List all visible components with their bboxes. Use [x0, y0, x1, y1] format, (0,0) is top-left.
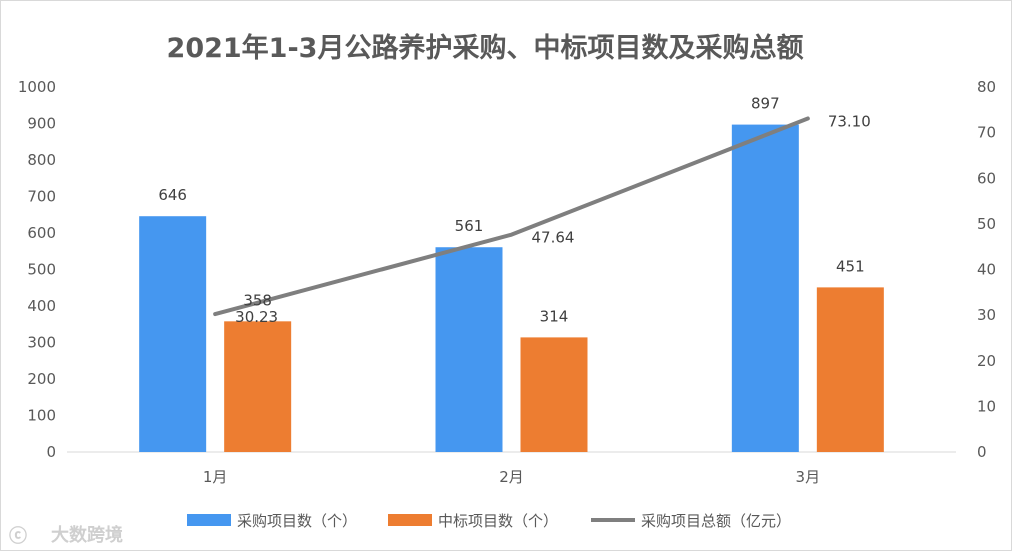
- line-total-amount: [213, 116, 810, 317]
- data-label: 451: [836, 257, 865, 275]
- legend-swatch-1: [187, 514, 231, 526]
- line-series: [213, 116, 810, 317]
- data-label: 897: [751, 95, 780, 113]
- watermark: ⓒ 大数跨境: [9, 524, 123, 547]
- y-left-tick-label: 800: [27, 151, 56, 169]
- y-left-tick-label: 100: [27, 407, 56, 425]
- y-right-tick-label: 40: [977, 261, 996, 279]
- bar-procurement-3: [731, 124, 799, 452]
- watermark-logo: ⓒ: [9, 525, 27, 547]
- data-label: 314: [540, 307, 569, 325]
- data-label: 30.23: [235, 308, 278, 326]
- y-right-tick-label: 80: [977, 78, 996, 96]
- data-label: 646: [158, 186, 187, 204]
- y-axis-right: 0 10 20 30 40 50 60 70 80: [977, 78, 996, 461]
- data-label: 358: [243, 291, 272, 309]
- x-tick-label: 2月: [499, 468, 524, 486]
- y-left-tick-label: 300: [27, 334, 56, 352]
- y-left-tick-label: 900: [27, 115, 56, 133]
- chart-title: 2021年1-3月公路养护采购、中标项目数及采购总额: [167, 32, 804, 64]
- y-left-tick-label: 0: [46, 443, 56, 461]
- y-left-tick-label: 700: [27, 188, 56, 206]
- y-right-tick-label: 20: [977, 352, 996, 370]
- bar-winning-1: [224, 321, 292, 452]
- data-label: 47.64: [532, 229, 575, 247]
- y-left-tick-label: 600: [27, 224, 56, 242]
- x-axis-categories: 1月 2月 3月: [203, 468, 820, 486]
- data-labels: 646 561 897 358 314 451 30.23 47.64 73.10: [158, 95, 870, 326]
- watermark-text: 大数跨境: [51, 524, 123, 546]
- y-axis-left: 0 100 200 300 400 500 600 700 800 900 1000: [18, 78, 56, 461]
- y-right-tick-label: 0: [977, 443, 987, 461]
- bar-procurement-2: [435, 247, 503, 452]
- bars: [139, 124, 884, 452]
- data-label: 73.10: [828, 112, 871, 130]
- legend-label-2: 中标项目数（个）: [438, 512, 558, 530]
- y-right-tick-label: 60: [977, 169, 996, 187]
- data-label: 561: [455, 217, 484, 235]
- x-tick-label: 3月: [796, 468, 821, 486]
- y-right-tick-label: 70: [977, 124, 996, 142]
- y-left-tick-label: 200: [27, 370, 56, 388]
- bar-procurement-1: [139, 216, 207, 452]
- y-right-tick-label: 10: [977, 397, 996, 415]
- legend-swatch-2: [388, 514, 432, 526]
- x-tick-label: 1月: [203, 468, 228, 486]
- legend-label-1: 采购项目数（个）: [237, 512, 357, 530]
- y-left-tick-label: 1000: [18, 78, 56, 96]
- y-right-tick-label: 30: [977, 306, 996, 324]
- legend: 采购项目数（个） 中标项目数（个） 采购项目总额（亿元）: [187, 512, 791, 530]
- y-right-tick-label: 50: [977, 215, 996, 233]
- legend-label-3: 采购项目总额（亿元）: [641, 512, 791, 530]
- bar-winning-3: [816, 287, 884, 452]
- y-left-tick-label: 400: [27, 297, 56, 315]
- y-left-tick-label: 500: [27, 261, 56, 279]
- bar-winning-2: [520, 337, 588, 452]
